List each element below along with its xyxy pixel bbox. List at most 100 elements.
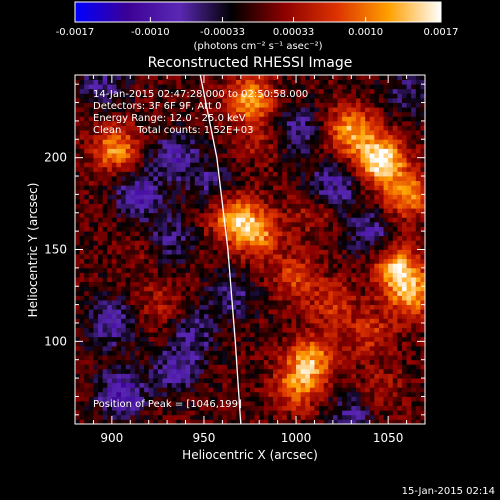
heatmap-cell bbox=[420, 180, 425, 186]
heatmap-cell bbox=[98, 171, 104, 177]
heatmap-cell bbox=[222, 203, 228, 209]
heatmap-cell bbox=[342, 139, 348, 145]
heatmap-cell bbox=[263, 171, 269, 177]
heatmap-cell bbox=[342, 249, 348, 255]
heatmap-cell bbox=[273, 171, 279, 177]
heatmap-cell bbox=[392, 208, 398, 214]
heatmap-cell bbox=[144, 300, 150, 305]
heatmap-cell bbox=[273, 272, 279, 278]
heatmap-cell bbox=[259, 249, 265, 255]
heatmap-cell bbox=[351, 217, 357, 223]
heatmap-cell bbox=[286, 272, 292, 278]
heatmap-cell bbox=[226, 203, 232, 209]
heatmap-cell bbox=[323, 185, 329, 191]
heatmap-cell bbox=[351, 396, 357, 402]
heatmap-cell bbox=[134, 212, 140, 218]
heatmap-cell bbox=[226, 313, 232, 319]
heatmap-cell bbox=[130, 382, 136, 388]
heatmap-cell bbox=[378, 368, 384, 374]
heatmap-cell bbox=[84, 382, 90, 388]
heatmap-cell bbox=[355, 235, 361, 241]
heatmap-cell bbox=[236, 198, 242, 204]
heatmap-cell bbox=[392, 373, 398, 379]
heatmap-cell bbox=[342, 359, 348, 365]
heatmap-cell bbox=[208, 180, 214, 186]
heatmap-cell bbox=[130, 286, 136, 292]
heatmap-cell bbox=[125, 277, 131, 283]
heatmap-cell bbox=[79, 355, 85, 361]
heatmap-cell bbox=[300, 212, 306, 218]
heatmap-cell bbox=[309, 231, 315, 237]
heatmap-cell bbox=[171, 258, 177, 264]
heatmap-cell bbox=[254, 382, 260, 388]
heatmap-cell bbox=[231, 368, 237, 374]
heatmap-cell bbox=[296, 300, 302, 305]
heatmap-cell bbox=[93, 373, 99, 379]
heatmap-cell bbox=[79, 208, 85, 214]
heatmap-cell bbox=[355, 139, 361, 145]
heatmap-cell bbox=[167, 263, 173, 269]
heatmap-cell bbox=[351, 221, 357, 227]
heatmap-cell bbox=[236, 364, 242, 370]
heatmap-cell bbox=[180, 180, 186, 186]
heatmap-cell bbox=[365, 217, 371, 223]
heatmap-cell bbox=[240, 198, 246, 204]
heatmap-cell bbox=[388, 373, 394, 379]
heatmap-cell bbox=[282, 153, 288, 159]
heatmap-cell bbox=[134, 235, 140, 241]
heatmap-cell bbox=[139, 309, 145, 315]
heatmap-cell bbox=[277, 382, 283, 388]
heatmap-cell bbox=[309, 166, 315, 172]
heatmap-cell bbox=[263, 396, 269, 402]
heatmap-cell bbox=[226, 157, 232, 163]
heatmap-cell bbox=[203, 198, 209, 204]
heatmap-cell bbox=[194, 355, 200, 361]
heatmap-cell bbox=[157, 254, 163, 260]
heatmap-cell bbox=[88, 258, 94, 264]
heatmap-cell bbox=[332, 309, 338, 315]
heatmap-cell bbox=[162, 120, 168, 126]
heatmap-cell bbox=[397, 148, 403, 154]
heatmap-cell bbox=[342, 198, 348, 204]
heatmap-cell bbox=[273, 355, 279, 361]
heatmap-cell bbox=[401, 198, 407, 204]
heatmap-cell bbox=[116, 378, 122, 384]
heatmap-cell bbox=[291, 290, 297, 296]
heatmap-cell bbox=[355, 185, 361, 191]
heatmap-cell bbox=[217, 359, 223, 365]
heatmap-cell bbox=[144, 189, 150, 195]
heatmap-cell bbox=[286, 221, 292, 227]
heatmap-cell bbox=[121, 272, 127, 278]
heatmap-cell bbox=[231, 180, 237, 186]
heatmap-cell bbox=[167, 226, 173, 232]
heatmap-cell bbox=[162, 359, 168, 365]
heatmap-cell bbox=[401, 368, 407, 374]
heatmap-cell bbox=[144, 217, 150, 223]
heatmap-cell bbox=[199, 176, 205, 182]
heatmap-cell bbox=[420, 221, 425, 227]
heatmap-cell bbox=[208, 336, 214, 342]
heatmap-cell bbox=[213, 313, 219, 319]
heatmap-cell bbox=[93, 322, 99, 328]
heatmap-cell bbox=[369, 139, 375, 145]
heatmap-cell bbox=[365, 309, 371, 315]
heatmap-cell bbox=[250, 139, 256, 145]
heatmap-cell bbox=[171, 153, 177, 159]
heatmap-cell bbox=[314, 277, 320, 283]
heatmap-cell bbox=[346, 235, 352, 241]
heatmap-cell bbox=[415, 322, 421, 328]
heatmap-cell bbox=[222, 336, 228, 342]
heatmap-cell bbox=[98, 217, 104, 223]
heatmap-cell bbox=[125, 212, 131, 218]
heatmap-cell bbox=[277, 332, 283, 338]
heatmap-cell bbox=[374, 267, 380, 273]
heatmap-cell bbox=[397, 125, 403, 131]
heatmap-cell bbox=[406, 203, 412, 209]
heatmap-cell bbox=[226, 153, 232, 159]
heatmap-cell bbox=[291, 185, 297, 191]
heatmap-cell bbox=[337, 258, 343, 264]
heatmap-cell bbox=[217, 341, 223, 347]
heatmap-cell bbox=[365, 355, 371, 361]
heatmap-cell bbox=[75, 391, 81, 397]
heatmap-cell bbox=[401, 254, 407, 260]
